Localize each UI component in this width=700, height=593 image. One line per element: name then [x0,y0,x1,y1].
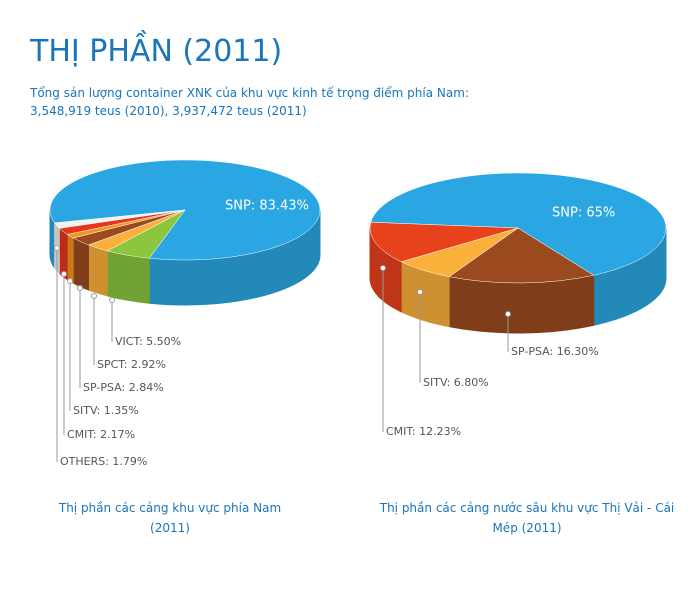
data-label: OTHERS: 1.79% [60,455,147,468]
data-label: SITV: 6.80% [423,376,489,389]
leader-dot [61,271,67,277]
data-label: SITV: 1.35% [73,404,139,417]
leader-dot [91,293,97,299]
data-label: SP-PSA: 2.84% [83,381,164,394]
pie-slice [370,172,667,276]
leader-dot [505,311,511,317]
leader-dot [417,289,423,295]
subtitle: Tổng sản lượng container XNK của khu vực… [30,84,469,120]
pie-slice [369,221,519,263]
chart-caption: Thị phần các cảng nước sâu khu vực Thị V… [379,501,675,535]
data-label: VICT: 5.50% [115,335,181,348]
chart-caption: Thị phần các cảng khu vực phía Nam (2011… [58,501,282,535]
leader-dot [77,285,83,291]
data-label: CMIT: 2.17% [67,428,135,441]
data-label: SNP: 65% [552,206,615,221]
pie-side [87,244,108,297]
pie-side [72,237,89,291]
leader-dot [67,278,73,284]
data-label: CMIT: 12.23% [386,425,461,438]
pie-slice [448,227,595,284]
subtitle-line: Tổng sản lượng container XNK của khu vực… [30,86,469,100]
leader-dot [380,265,386,271]
leader-dot [109,297,115,303]
data-label: SPCT: 2.92% [97,358,166,371]
data-label: SP-PSA: 16.30% [511,345,599,358]
pie-side [448,274,595,334]
pie-side [66,233,74,284]
subtitle-line: 3,548,919 teus (2010), 3,937,472 teus (2… [30,104,307,118]
page-title: THỊ PHẦN (2011) [30,34,283,69]
leader-dot [54,245,60,251]
pie-slice [54,209,186,229]
data-label: SNP: 83.43% [225,199,309,214]
pie-side [106,250,150,304]
